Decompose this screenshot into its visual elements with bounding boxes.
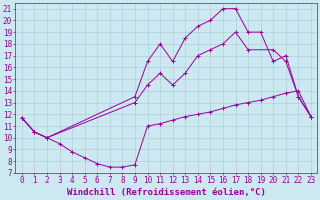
X-axis label: Windchill (Refroidissement éolien,°C): Windchill (Refroidissement éolien,°C) [67,188,266,197]
